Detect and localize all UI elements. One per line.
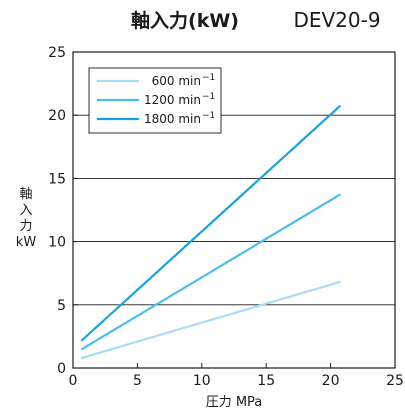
y-tick-label: 15 xyxy=(48,171,66,187)
series-line-1 xyxy=(80,280,341,359)
legend-label-superscript: −1 xyxy=(202,92,215,102)
chart-title: 軸入力(kW) xyxy=(131,9,239,32)
gridlines xyxy=(73,114,395,306)
x-tick-label: 25 xyxy=(386,373,404,389)
series-lines xyxy=(80,105,341,359)
x-tick-label: 10 xyxy=(193,373,211,389)
x-tick-label: 5 xyxy=(133,373,142,389)
y-axis-label-line: 軸 xyxy=(19,187,32,202)
x-tick-label: 20 xyxy=(322,373,340,389)
legend-label-superscript: −1 xyxy=(202,73,215,83)
y-axis-label: 軸 入 力 kW xyxy=(16,187,37,250)
series-line-2 xyxy=(80,193,341,351)
legend-label-superscript: −1 xyxy=(202,111,215,121)
x-tick-label: 0 xyxy=(69,373,78,389)
y-axis-label-line: kW xyxy=(16,235,37,250)
legend-label: 1200 min xyxy=(144,93,201,107)
y-tick-label: 20 xyxy=(48,108,66,124)
y-axis-label-line: 入 xyxy=(19,203,32,218)
legend-label: 1800 min xyxy=(144,112,201,126)
x-axis-label: 圧力 MPa xyxy=(206,395,263,410)
x-tick-label: 15 xyxy=(257,373,275,389)
axis-ticks: 0 5 10 15 20 25 0 5 10 15 20 25 xyxy=(48,45,404,389)
legend-label: 600 min xyxy=(152,74,201,88)
series-line-3 xyxy=(80,105,341,342)
y-axis-label-line: 力 xyxy=(19,219,32,234)
y-tick-label: 5 xyxy=(57,298,66,314)
plot-area-frame xyxy=(72,51,396,369)
y-tick-label: 0 xyxy=(57,361,66,377)
model-name: DEV20-9 xyxy=(293,8,380,32)
y-tick-label: 25 xyxy=(48,45,66,61)
y-tick-label: 10 xyxy=(48,235,66,251)
